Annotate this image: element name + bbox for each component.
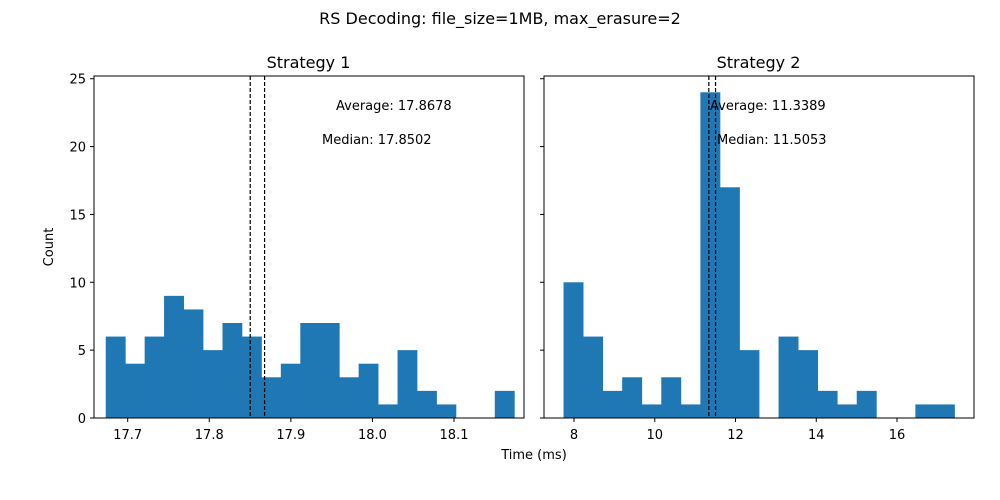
histogram-bar [739, 350, 760, 418]
x-tick-label: 17.9 [276, 428, 305, 443]
x-tick-label: 10 [647, 428, 664, 443]
x-ticks-strategy-2: 8 10 12 14 16 [570, 418, 905, 443]
y-ticks-strategy-1: 0 5 10 15 20 25 [69, 73, 94, 427]
histogram-bar [798, 350, 819, 418]
y-tick-label: 25 [69, 73, 86, 88]
histogram-bar [856, 390, 877, 418]
histogram-bar [719, 187, 740, 418]
x-tick-label: 8 [570, 428, 578, 443]
x-tick-label: 18.0 [358, 428, 387, 443]
subplot-title-strategy-1: Strategy 1 [267, 53, 351, 72]
histogram-bars-strategy-1 [105, 295, 515, 418]
x-tick-label: 16 [889, 428, 906, 443]
y-tick-label: 20 [69, 141, 86, 156]
histogram-bar [397, 350, 418, 418]
histogram-bar [602, 390, 623, 418]
plot-frame-strategy-1 [93, 75, 525, 419]
histogram-bars-strategy-2 [563, 92, 955, 418]
median-annotation-strategy-2: Median: 11.5053 [717, 133, 827, 148]
histogram-bar [358, 363, 379, 418]
histogram-bar [105, 336, 126, 418]
histogram-bar [494, 390, 515, 418]
histogram-bar [144, 336, 165, 418]
histogram-bar [436, 404, 457, 418]
histogram-bar [280, 363, 301, 418]
histogram-bar [622, 377, 643, 418]
y-tick-label: 10 [69, 276, 86, 291]
figure-title: RS Decoding: file_size=1MB, max_erasure=… [319, 9, 681, 29]
histogram-bar [817, 390, 838, 418]
x-axis-label: Time (ms) [500, 448, 567, 463]
histogram-bar [563, 282, 584, 418]
x-tick-label: 17.8 [195, 428, 224, 443]
x-tick-label: 14 [808, 428, 825, 443]
histogram-bar [183, 309, 204, 418]
y-tick-label: 0 [78, 412, 86, 427]
y-ticks-strategy-2 [540, 78, 544, 419]
x-tick-label: 17.7 [113, 428, 142, 443]
subplot-strategy-2: Strategy 2 8 10 12 14 16 Average: 11.3389 Me… [540, 53, 975, 443]
histogram-bar [416, 390, 437, 418]
average-annotation-strategy-1: Average: 17.8678 [336, 99, 452, 114]
x-tick-label: 18.1 [440, 428, 469, 443]
histogram-bar [641, 404, 662, 418]
histogram-bar [241, 336, 262, 418]
histogram-bar [915, 404, 936, 418]
histogram-bar [125, 363, 146, 418]
histogram-bar [837, 404, 858, 418]
histogram-bar [164, 295, 184, 418]
histogram-bar [378, 404, 398, 418]
histogram-bar [339, 377, 360, 418]
y-tick-label: 15 [69, 208, 86, 223]
subplot-title-strategy-2: Strategy 2 [717, 53, 801, 72]
x-ticks-strategy-1: 17.7 17.8 17.9 18.0 18.1 [113, 418, 468, 443]
histogram-bar [583, 336, 604, 418]
median-annotation-strategy-1: Median: 17.8502 [322, 133, 432, 148]
histogram-bar [300, 323, 321, 418]
histogram-bar [934, 404, 955, 418]
y-axis-label: Count [42, 228, 57, 267]
histogram-bar [222, 323, 243, 418]
x-tick-label: 12 [727, 428, 744, 443]
subplot-strategy-1: Strategy 1 17.7 17.8 17.9 18.0 18.1 0 5 10 15 20… [69, 53, 525, 443]
average-annotation-strategy-2: Average: 11.3389 [710, 99, 826, 114]
histogram-bar [778, 336, 799, 418]
plot-frame-strategy-2 [543, 75, 975, 419]
histogram-bar [261, 377, 282, 418]
y-tick-label: 5 [78, 344, 86, 359]
histogram-bar [319, 323, 340, 418]
histogram-bar [680, 404, 701, 418]
histogram-bar [202, 350, 223, 418]
histogram-bar [661, 377, 682, 418]
